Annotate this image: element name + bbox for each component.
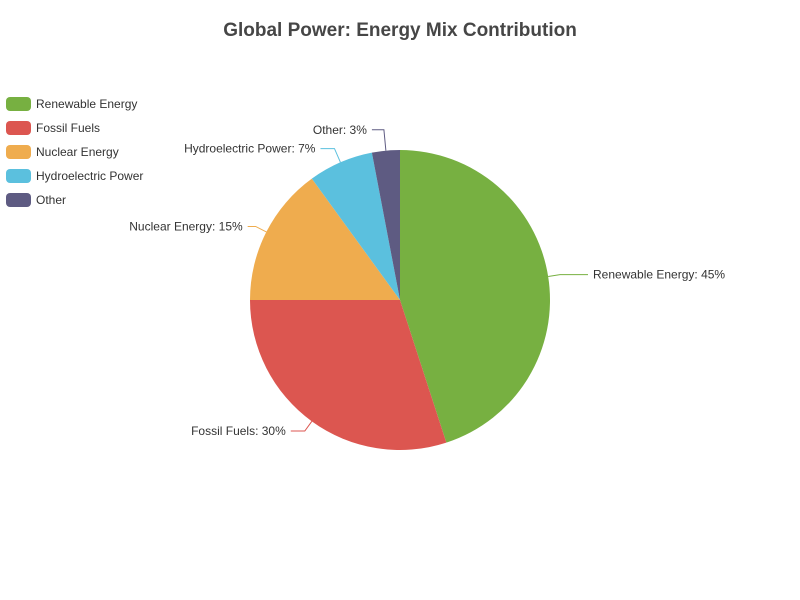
legend-item-other[interactable]: Other <box>6 188 143 212</box>
label-leader-line <box>548 274 589 278</box>
slice-label: Nuclear Energy: 15% <box>129 219 243 233</box>
label-leader-line <box>371 129 387 151</box>
legend-item-renewable-energy[interactable]: Renewable Energy <box>6 92 143 116</box>
legend: Renewable Energy Fossil Fuels Nuclear En… <box>6 92 143 212</box>
legend-label: Hydroelectric Power <box>36 169 144 183</box>
pie-slice-nuclear-energy[interactable] <box>250 178 400 300</box>
legend-label: Fossil Fuels <box>36 121 101 135</box>
legend-swatch <box>6 169 31 183</box>
legend-swatch <box>6 145 31 159</box>
legend-swatch <box>6 121 31 135</box>
slice-label: Fossil Fuels: 30% <box>191 424 286 438</box>
legend-swatch <box>6 97 31 111</box>
slice-label: Other: 3% <box>313 123 367 137</box>
pie-slice-other[interactable] <box>371 150 400 300</box>
label-leader-line <box>247 225 267 233</box>
legend-label: Renewable Energy <box>36 97 138 111</box>
chart-title: Global Power: Energy Mix Contribution <box>223 20 577 41</box>
legend-item-hydroelectric-power[interactable]: Hydroelectric Power <box>6 164 143 188</box>
legend-item-nuclear-energy[interactable]: Nuclear Energy <box>6 140 143 164</box>
pie-slice-fossil-fuels[interactable] <box>250 300 447 451</box>
pie-slice-hydroelectric-power[interactable] <box>311 152 400 300</box>
legend-label: Nuclear Energy <box>36 145 119 159</box>
legend-swatch <box>6 193 31 207</box>
label-leader-line <box>320 148 341 163</box>
legend-item-fossil-fuels[interactable]: Fossil Fuels <box>6 116 143 140</box>
label-leader-line <box>290 421 313 432</box>
slice-label: Renewable Energy: 45% <box>593 268 725 282</box>
legend-label: Other <box>36 193 67 207</box>
pie-slice-renewable-energy[interactable] <box>400 150 550 443</box>
slice-label: Hydroelectric Power: 7% <box>184 142 316 156</box>
